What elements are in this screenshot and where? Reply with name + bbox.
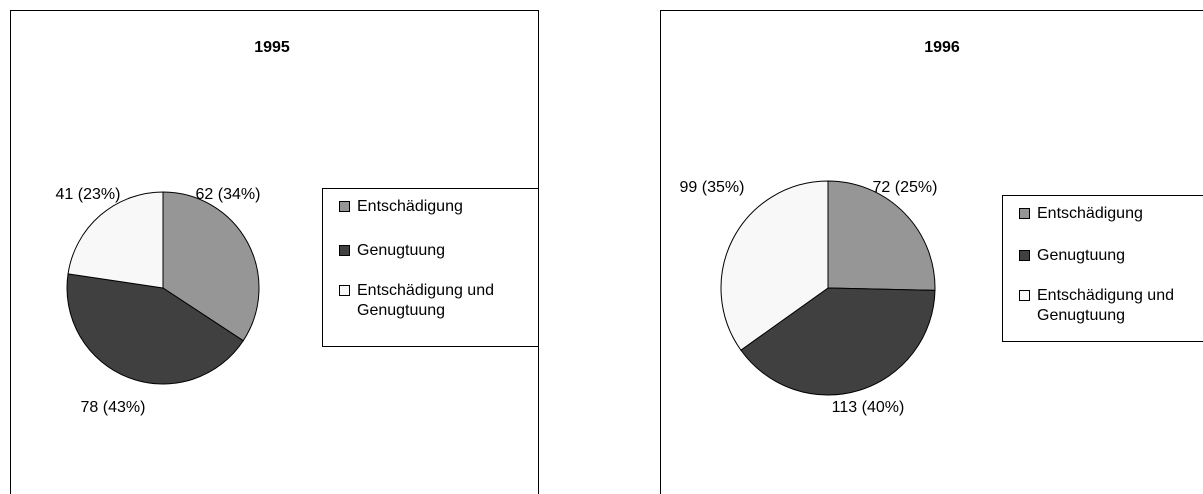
pie-slice: [720, 180, 829, 351]
legend-swatch: [339, 245, 350, 256]
pie-slice: [827, 180, 936, 291]
legend-label: Genugtuung: [357, 242, 446, 259]
legend-swatch: [1019, 208, 1030, 219]
legend-entry: Genugtuung: [1019, 246, 1203, 266]
legend-label: Genugtuung: [1037, 247, 1126, 264]
legend-label: Entschädigung: [1037, 205, 1143, 222]
data-label: 78 (43%): [81, 399, 146, 416]
legend-swatch: [339, 285, 350, 296]
data-label: 113 (40%): [832, 399, 905, 416]
legend-entry: Genugtuung: [339, 241, 527, 261]
legend-entry: Entschädigung und Genugtuung: [1019, 286, 1203, 326]
pie-slice: [67, 191, 164, 289]
legend-swatch: [1019, 290, 1030, 301]
chart-title: 1996: [924, 39, 960, 56]
data-label: 99 (35%): [680, 179, 745, 196]
legend-entry: Entschädigung: [1019, 204, 1203, 224]
legend-label: Entschädigung: [357, 198, 463, 215]
data-label: 72 (25%): [873, 179, 938, 196]
chart-frame: [660, 10, 1203, 494]
pie-slice: [66, 273, 244, 385]
chart-title: 1995: [254, 39, 290, 56]
legend-label: Entschädigung und Genugtuung: [1037, 287, 1174, 324]
legend-swatch: [339, 201, 350, 212]
legend-swatch: [1019, 250, 1030, 261]
legend: Entschädigung Genugtuung Entschädigung und…: [1002, 195, 1203, 342]
legend-entry: Entschädigung und Genugtuung: [339, 281, 527, 321]
legend: Entschädigung Genugtuung Entschädigung und…: [322, 188, 539, 347]
legend-entry: Entschädigung: [339, 197, 527, 217]
pie-slice: [740, 287, 936, 396]
data-label: 41 (23%): [56, 186, 121, 203]
legend-label: Entschädigung und Genugtuung: [357, 282, 494, 319]
data-label: 62 (34%): [196, 186, 261, 203]
